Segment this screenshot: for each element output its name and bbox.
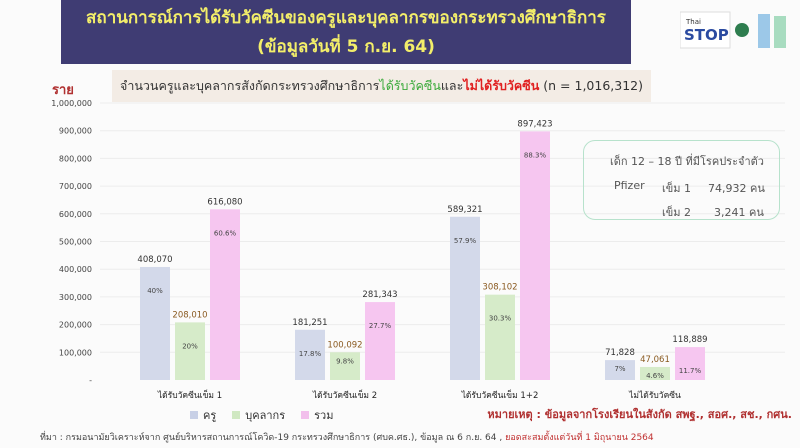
legend: ครู บุคลากร รวม [190,406,333,424]
page-title: สถานการณ์การได้รับวัคซีนของครูและบุคลากร… [61,0,631,64]
legend-item-teacher: ครู [190,406,216,424]
bar [175,322,205,380]
note-title: เด็ก 12 – 18 ปี ที่มีโรคประจำตัว [610,155,764,168]
note-dose2-value: 3,241 คน [714,206,764,219]
source-note: ที่มา : กรมอนามัยวิเคราะห์จาก ศูนย์บริหา… [40,433,654,443]
bar-value-label: 589,321 [447,205,482,215]
chart-subtitle: จำนวนครูและบุคลากรสังกัดกระทรวงศึกษาธิกา… [112,70,651,102]
bar [140,266,170,380]
bar-percent-label: 7% [614,365,625,373]
bar [485,294,515,380]
x-category-label: ได้รับวัคซีนเข็ม 1+2 [461,389,539,401]
note-dose2: เข็ม 2 [662,206,692,219]
bar-percent-label: 30.3% [489,315,512,323]
y-tick-label: - [89,376,92,385]
bar-value-label: 118,889 [672,335,707,345]
svg-text:STOP: STOP [684,26,729,44]
bar-percent-label: 88.3% [524,151,547,159]
bar-percent-label: 4.6% [646,372,664,380]
y-axis-unit: ราย [52,83,74,98]
bar [520,131,550,380]
y-tick-label: 300,000 [59,293,92,302]
bar [640,366,670,380]
x-category-label: ได้รับวัคซีนเข็ม 2 [312,389,377,401]
bar-percent-label: 57.9% [454,237,477,245]
bar [365,302,395,380]
bar-percent-label: 40% [147,287,163,295]
bar [330,352,360,380]
bar [295,329,325,380]
bar-percent-label: 20% [182,342,198,350]
bar-value-label: 208,010 [172,310,207,320]
y-tick-label: 400,000 [59,265,92,274]
bar-value-label: 71,828 [605,348,635,358]
y-tick-label: 100,000 [59,348,92,357]
y-tick-label: 500,000 [59,238,92,247]
bar-value-label: 308,102 [482,283,517,293]
bar-percent-label: 60.6% [214,229,237,237]
remark: หมายเหตุ : ข้อมูลจากโรงเรียนในสังกัด สพฐ… [487,408,792,421]
x-category-label: ไม่ได้รับวัคซีน [628,390,681,401]
x-category-label: ได้รับวัคซีนเข็ม 1 [157,389,222,401]
y-tick-label: 900,000 [59,127,92,136]
y-tick-label: 200,000 [59,321,92,330]
y-tick-label: 1,000,000 [51,99,92,108]
y-tick-label: 600,000 [59,210,92,219]
thai-stop-covid-logo: Thai STOP [680,11,786,49]
bar-percent-label: 9.8% [336,357,354,365]
bar [605,360,635,380]
bar-value-label: 897,423 [517,119,552,129]
title-line-2: (ข้อมูลวันที่ 5 ก.ย. 64) [257,37,435,57]
bar [675,347,705,380]
note-dose1-value: 74,932 คน [708,182,765,195]
bar [210,209,240,380]
note-vaccine: Pfizer [614,179,645,192]
svg-text:Thai: Thai [685,18,701,26]
bar-percent-label: 27.7% [369,322,392,330]
bar-chart: - 100,000 200,000 300,000 400,000 500,000 600,… [51,99,785,401]
y-tick-label: 800,000 [59,154,92,163]
bar [450,216,480,380]
legend-item-total: รวม [301,406,333,424]
legend-item-staff: บุคลากร [232,406,285,424]
bar-value-label: 408,070 [137,255,172,265]
bar-value-label: 100,092 [327,340,362,350]
note-dose1: เข็ม 1 [662,182,692,195]
bar-percent-label: 11.7% [679,367,702,375]
bar-value-label: 181,251 [292,318,327,328]
y-tick-label: 700,000 [59,182,92,191]
bar-value-label: 616,080 [207,197,242,207]
title-line-1: สถานการณ์การได้รับวัคซีนของครูและบุคลากร… [86,8,606,28]
bar-value-label: 281,343 [362,290,397,300]
children-vaccine-note: เด็ก 12 – 18 ปี ที่มีโรคประจำตัว Pfizer … [583,140,780,220]
bar-percent-label: 17.8% [299,350,322,358]
bar-value-label: 47,061 [640,355,670,365]
